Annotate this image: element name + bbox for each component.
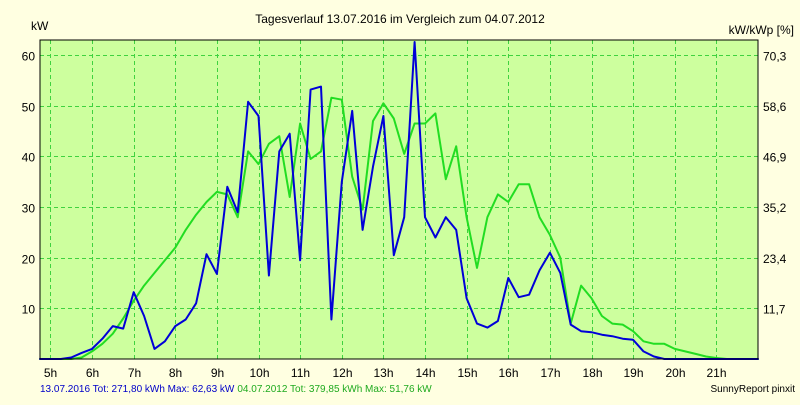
y-axis-label-left: kW xyxy=(31,19,49,33)
y-tick-label-left: 30 xyxy=(22,202,36,216)
y-tick-label-left: 40 xyxy=(22,151,36,165)
x-tick-label: 17h xyxy=(540,366,560,380)
footer-series-2: 04.07.2012 Tot: 379,85 kWh Max: 51,76 kW xyxy=(237,384,432,395)
credit-text: SunnyReport pinxit xyxy=(711,384,796,395)
grid-lines xyxy=(40,40,758,359)
y-axis-label-right: kW/kWp [%] xyxy=(729,23,794,37)
x-tick-label: 7h xyxy=(128,366,141,380)
x-tick-label: 21h xyxy=(706,366,726,380)
y-tick-label-left: 10 xyxy=(22,303,36,317)
series-line-2 xyxy=(39,96,759,360)
plot-frame xyxy=(39,39,759,360)
y-tick-label-right: 23,4 xyxy=(763,252,787,266)
x-tick-label: 13h xyxy=(373,366,393,380)
y-tick-label-right: 35,2 xyxy=(763,201,787,215)
x-tick-label: 11h xyxy=(291,366,310,380)
y-tick-label-right: 11,7 xyxy=(763,302,786,316)
y-tick-label-left: 20 xyxy=(22,253,36,267)
axis-tick-labels: 5h 6h 7h 8h 9h 10h 11h 12h 13h 14h 15h 16h 17h 18h 19h… xyxy=(22,49,787,380)
x-tick-label: 15h xyxy=(457,366,477,380)
x-tick-label: 8h xyxy=(169,366,182,380)
y-tick-label-right: 70,3 xyxy=(763,49,787,63)
x-tick-label: 6h xyxy=(86,366,99,380)
y-tick-label-right: 46,9 xyxy=(763,150,787,164)
series-lines xyxy=(39,41,759,360)
x-tick-label: 9h xyxy=(211,366,224,380)
footer-series-1: 13.07.2016 Tot: 271,80 kWh Max: 62,63 kW xyxy=(40,384,235,395)
y-tick-label-right: 58,6 xyxy=(763,100,787,114)
x-tick-label: 5h xyxy=(44,366,57,380)
chart-title: Tagesverlauf 13.07.2016 im Vergleich zum… xyxy=(255,12,545,26)
x-tick-label: 16h xyxy=(498,366,518,380)
footer-summary: 13.07.2016 Tot: 271,80 kWh Max: 62,63 kW… xyxy=(40,384,432,395)
x-tick-label: 12h xyxy=(332,366,352,380)
y-tick-label-left: 50 xyxy=(22,101,36,115)
series-line-1 xyxy=(39,41,759,360)
x-tick-label: 10h xyxy=(249,366,269,380)
plot-area xyxy=(40,40,758,359)
x-tick-label: 20h xyxy=(665,366,685,380)
x-tick-label: 18h xyxy=(582,366,602,380)
x-tick-label: 19h xyxy=(623,366,643,380)
x-tick-label: 14h xyxy=(415,366,435,380)
y-tick-label-left: 60 xyxy=(22,50,36,64)
